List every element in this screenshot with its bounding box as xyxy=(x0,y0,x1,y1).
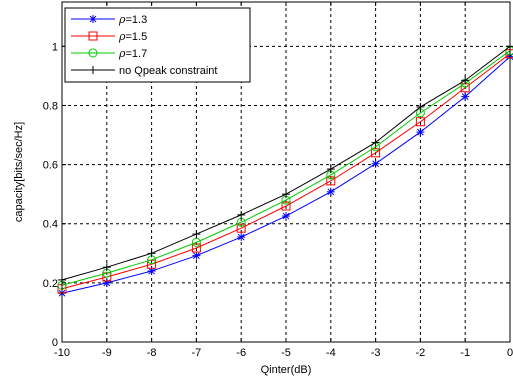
legend-value: =1.7 xyxy=(125,48,147,60)
series-marker xyxy=(371,148,381,158)
series-marker xyxy=(237,233,245,241)
x-tick-label: 0 xyxy=(507,347,513,359)
series-marker xyxy=(281,201,291,211)
y-tick-label: 1 xyxy=(52,41,58,53)
y-tick-label: 0.4 xyxy=(43,219,58,231)
y-tick-label: 0.2 xyxy=(43,278,58,290)
legend-label: ρ=1.3 xyxy=(118,13,147,26)
series-line xyxy=(61,50,511,286)
legend-item: ρ=1.5 xyxy=(71,30,147,43)
y-axis-label: capacity[bits/sec/Hz] xyxy=(13,122,25,222)
series-marker xyxy=(372,160,379,168)
series-marker xyxy=(236,223,246,233)
y-tick-label: 0.8 xyxy=(43,100,58,112)
legend-item: ρ=1.7 xyxy=(71,47,147,60)
x-tick-label: -9 xyxy=(102,347,112,359)
legend-label: ρ=1.5 xyxy=(118,30,147,43)
series-marker xyxy=(282,212,290,220)
series-marker xyxy=(417,128,424,136)
series-marker xyxy=(415,117,425,127)
series-marker xyxy=(89,15,97,23)
series-layer xyxy=(57,42,513,298)
legend: ρ=1.3ρ=1.5ρ=1.7no Qpeak constraint xyxy=(64,7,251,83)
y-tick-label: 0 xyxy=(52,337,58,349)
x-tick-label: -3 xyxy=(371,347,381,359)
series-marker xyxy=(326,176,336,186)
series-marker xyxy=(88,31,98,41)
series-line xyxy=(61,53,511,290)
series-marker xyxy=(193,252,200,260)
legend-symbol: ρ xyxy=(118,47,126,60)
legend-item: no Qpeak constraint xyxy=(71,65,217,77)
x-tick-label: -7 xyxy=(192,347,202,359)
legend-value: =1.5 xyxy=(125,31,147,43)
series-marker xyxy=(461,93,469,100)
x-tick-label: -6 xyxy=(236,347,246,359)
series-marker xyxy=(148,267,155,275)
legend-label: no Qpeak constraint xyxy=(119,65,217,77)
x-tick-label: -2 xyxy=(416,347,426,359)
legend-value: =1.3 xyxy=(125,14,147,26)
x-tick-label: -5 xyxy=(281,347,291,359)
legend-item: ρ=1.3 xyxy=(71,13,147,26)
y-tick-label: 0.6 xyxy=(43,160,58,172)
legend-symbol: ρ xyxy=(118,13,126,26)
x-tick-label: -4 xyxy=(326,347,336,359)
ticks: -10 -9 -8 -7 -6 -5 -4 -3 -2 -1 000.20.40.60.81 xyxy=(43,2,513,359)
series-marker xyxy=(191,243,201,253)
series-marker xyxy=(88,48,98,58)
x-tick-label: -1 xyxy=(460,347,470,359)
series-marker xyxy=(327,188,335,196)
x-axis-label: Qinter(dB) xyxy=(261,364,312,376)
legend-symbol: ρ xyxy=(118,30,126,43)
x-tick-label: -8 xyxy=(147,347,157,359)
x-tick-label: -10 xyxy=(54,347,70,359)
legend-label: ρ=1.7 xyxy=(118,47,147,60)
series-marker xyxy=(191,237,201,247)
